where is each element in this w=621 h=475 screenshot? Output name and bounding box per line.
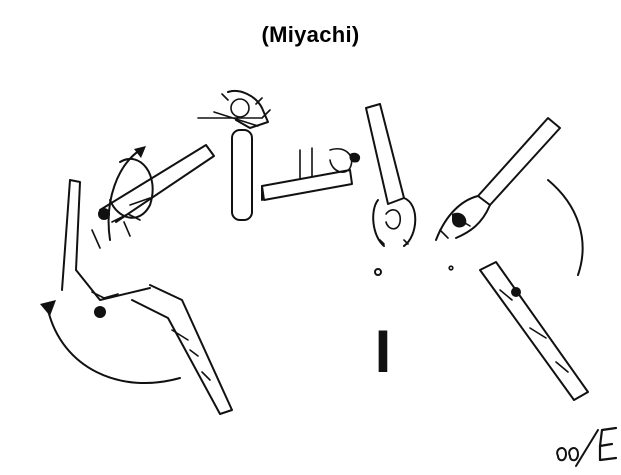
gymnast-figure-5 xyxy=(365,103,417,247)
gymnast-figure-4 xyxy=(261,147,361,201)
hand-mark-right xyxy=(448,265,454,271)
element-difficulty-mark: I xyxy=(375,318,392,385)
gymnast-figure-7 xyxy=(479,261,589,401)
gymnast-figure-6 xyxy=(435,117,561,241)
rotation-arrow-left xyxy=(40,300,56,316)
gymnast-figure-2 xyxy=(91,144,215,249)
gymnast-figure-3 xyxy=(197,90,271,221)
rotation-arc-upper xyxy=(107,149,141,241)
figure-title: (Miyachi) xyxy=(261,22,360,47)
rotation-arrow-upper xyxy=(134,146,146,158)
hand-mark-left xyxy=(374,268,382,276)
rotation-arc-right xyxy=(547,179,584,276)
rotation-arc-left xyxy=(47,309,181,384)
artist-signature xyxy=(556,426,618,467)
gymnast-figure-1 xyxy=(61,179,233,415)
